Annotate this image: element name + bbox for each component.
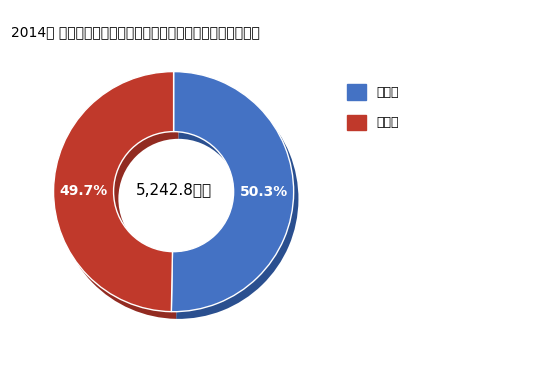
Text: 5,242.8億円: 5,242.8億円 xyxy=(136,182,212,197)
Text: 2014年 商業年間商品販売額にしめる卸売業と小売業のシェア: 2014年 商業年間商品販売額にしめる卸売業と小売業のシェア xyxy=(11,26,260,40)
Legend: 卸売業, 小売業: 卸売業, 小売業 xyxy=(342,79,404,135)
Wedge shape xyxy=(58,79,179,319)
Wedge shape xyxy=(171,72,293,312)
Wedge shape xyxy=(176,79,298,319)
Text: 50.3%: 50.3% xyxy=(240,186,288,199)
Wedge shape xyxy=(54,72,174,312)
Text: 49.7%: 49.7% xyxy=(59,184,108,198)
